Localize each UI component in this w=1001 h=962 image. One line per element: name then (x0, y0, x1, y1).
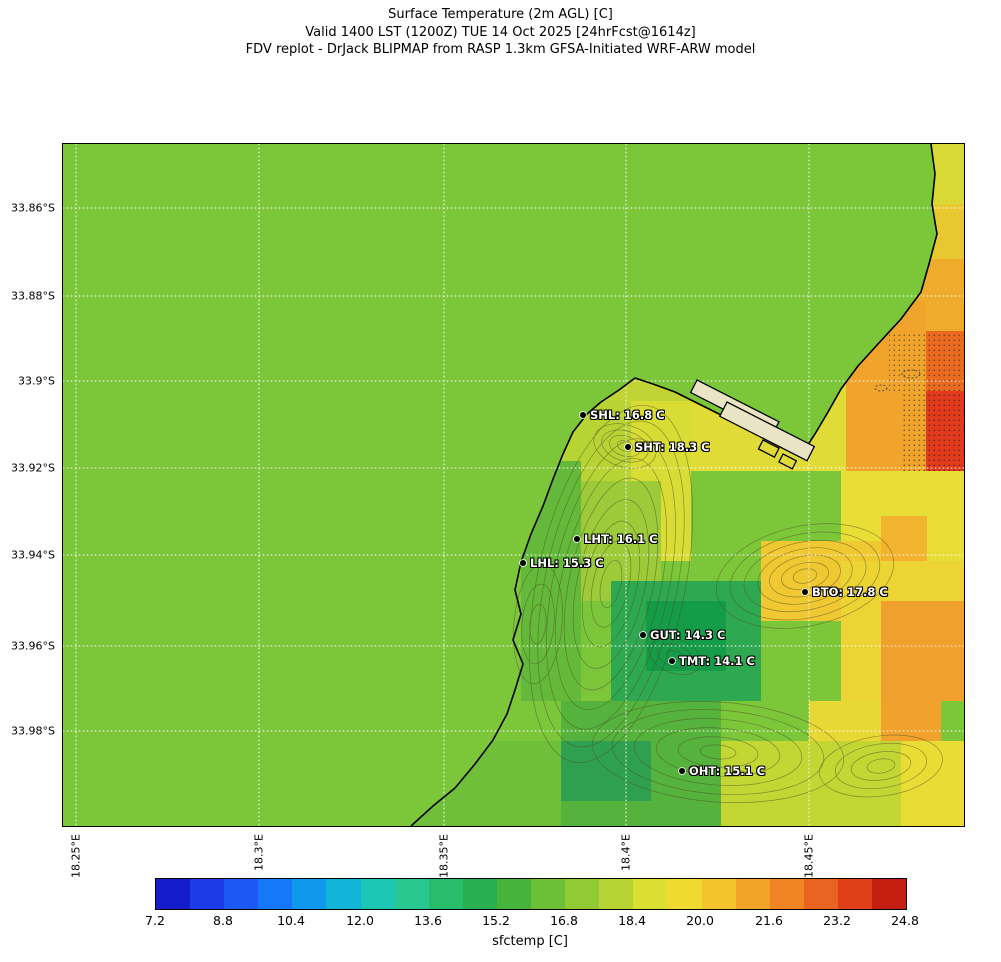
x-axis-tick-label: 18.4°E (619, 834, 633, 871)
station-dot-icon (640, 632, 646, 638)
colorbar-segment (837, 879, 872, 909)
temperature-map (63, 144, 964, 826)
colorbar-segment (531, 879, 566, 909)
station-dot-icon (520, 560, 526, 566)
station-label: LHT: 16.1 C (584, 532, 658, 546)
colorbar-segment (224, 879, 259, 909)
y-axis-tick-label: 33.96°S (11, 639, 55, 653)
title-line-1: Surface Temperature (2m AGL) [C] (388, 7, 613, 22)
station-label: OHT: 15.1 C (689, 764, 766, 778)
colorbar-segment (633, 879, 668, 909)
station-marker: SHL: 16.8 C (580, 408, 665, 422)
coastline (410, 144, 938, 826)
sea-mask (63, 144, 937, 826)
x-axis-tick-label: 18.25°E (69, 834, 83, 878)
colorbar-ticks: 7.2 8.8 10.4 12.0 13.6 15.2 16.8 18.4 20… (145, 913, 919, 931)
y-axis-tick-label: 33.98°S (11, 724, 55, 738)
colorbar-segment (258, 879, 293, 909)
station-layer: SHL: 16.8 C SHT: 18.3 C LHT: 16.1 C LHL:… (63, 144, 964, 826)
station-marker: LHL: 15.3 C (520, 556, 604, 570)
station-dot-icon (669, 658, 675, 664)
station-dot-icon (802, 589, 808, 595)
terrain-contours (513, 404, 943, 803)
x-axis: 18.25°E 18.3°E 18.35°E 18.4°E 18.45°E (63, 144, 964, 878)
colorbar-segment (803, 879, 838, 909)
station-marker: SHT: 18.3 C (625, 440, 710, 454)
station-dot-icon (679, 768, 685, 774)
y-axis-tick-label: 33.92°S (11, 461, 55, 475)
colorbar-segment (292, 879, 327, 909)
islet-contours (874, 369, 921, 392)
station-label: GUT: 14.3 C (650, 628, 726, 642)
colorbar-tick-label: 23.2 (823, 913, 851, 928)
colorbar-tick-label: 15.2 (482, 913, 510, 928)
harbor-structures (689, 379, 816, 470)
colorbar-tick-label: 16.8 (550, 913, 578, 928)
title-block: Surface Temperature (2m AGL) [C] Valid 1… (0, 6, 1001, 59)
station-marker: BTO: 17.8 C (802, 585, 888, 599)
title-line-2: Valid 1400 LST (1200Z) TUE 14 Oct 2025 [… (305, 24, 696, 40)
colorbar-segment (667, 879, 702, 909)
station-label: SHT: 18.3 C (635, 440, 710, 454)
colorbar-tick-label: 7.2 (145, 913, 165, 928)
colorbar-tick-label: 24.8 (891, 913, 919, 928)
station-marker: LHT: 16.1 C (574, 532, 658, 546)
colorbar-segment (428, 879, 463, 909)
colorbar-segment (394, 879, 429, 909)
x-axis-tick-label: 18.45°E (802, 834, 816, 878)
colorbar-segment (496, 879, 532, 909)
colorbar-segment (360, 879, 395, 909)
colorbar-tick-label: 20.0 (686, 913, 714, 928)
station-label: LHL: 15.3 C (530, 556, 604, 570)
y-axis-tick-label: 33.88°S (11, 289, 55, 303)
colorbar-segment (701, 879, 736, 909)
colorbar-tick-label: 18.4 (618, 913, 646, 928)
colorbar-segment (871, 879, 907, 909)
station-dot-icon (625, 444, 631, 450)
colorbar-tick-label: 13.6 (414, 913, 442, 928)
title-line-3: FDV replot - DrJack BLIPMAP from RASP 1.… (245, 42, 756, 57)
colorbar-tick-label: 12.0 (346, 913, 374, 928)
colorbar-segment (769, 879, 804, 909)
map-plot: SHL: 16.8 C SHT: 18.3 C LHT: 16.1 C LHL:… (11, 143, 965, 878)
colorbar-segment (735, 879, 770, 909)
colorbar-tick-label: 8.8 (213, 913, 233, 928)
y-axis-tick-label: 33.86°S (11, 201, 55, 215)
station-marker: TMT: 14.1 C (669, 654, 755, 668)
colorbar-segment (565, 879, 600, 909)
colorbar (155, 878, 907, 910)
station-dot-icon (574, 536, 580, 542)
colorbar-segment (326, 879, 361, 909)
colorbar-tick-label: 10.4 (277, 913, 305, 928)
x-axis-tick-label: 18.35°E (437, 834, 451, 878)
station-marker: GUT: 14.3 C (640, 628, 725, 642)
grid-lines (63, 144, 964, 826)
station-marker: OHT: 15.1 C (679, 764, 765, 778)
y-axis-tick-label: 33.94°S (11, 548, 55, 562)
colorbar-segment (190, 879, 225, 909)
colorbar-segment (462, 879, 497, 909)
colorbar-segment (156, 879, 191, 909)
y-axis-tick-label: 33.9°S (18, 374, 55, 388)
station-label: TMT: 14.1 C (679, 654, 755, 668)
y-axis: 33.86°S 33.88°S 33.9°S 33.92°S 33.94°S 3… (11, 144, 964, 826)
station-dot-icon (580, 412, 586, 418)
colorbar-tick-label: 21.6 (755, 913, 783, 928)
colorbar-segment (599, 879, 634, 909)
station-label: SHL: 16.8 C (590, 408, 665, 422)
x-axis-tick-label: 18.3°E (252, 834, 266, 871)
colorbar-axis-label: sfctemp [C] (492, 934, 568, 949)
station-label: BTO: 17.8 C (812, 585, 888, 599)
